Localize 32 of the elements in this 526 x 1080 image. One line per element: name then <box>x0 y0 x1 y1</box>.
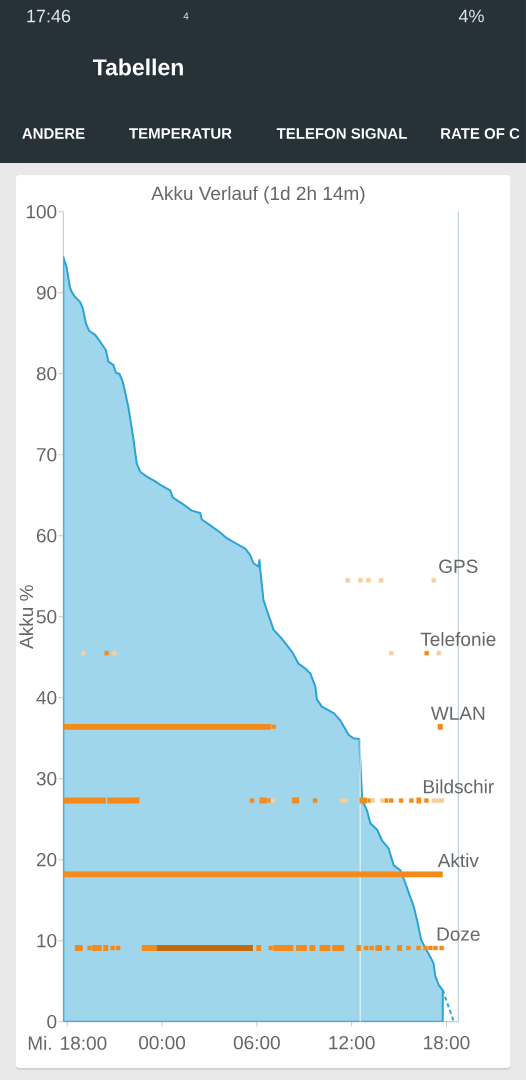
x-tick-label: 18:00 <box>424 1035 470 1050</box>
chart-title: Akku Verlauf (1d 2h 14m) <box>151 186 365 204</box>
x-tick-label: 06:00 <box>233 1035 280 1050</box>
x-tick-label: 12:00 <box>329 1035 375 1050</box>
text: RATE OF C <box>441 128 520 139</box>
text: 4% <box>458 9 484 23</box>
y-tick-label: 100 <box>26 204 57 219</box>
text: TEMPERATUR <box>129 128 232 139</box>
annotation: Doze <box>437 927 480 941</box>
y-tick-label: 50 <box>36 609 57 624</box>
y-tick-label: 0 <box>47 1014 57 1029</box>
annotation: Bildschir <box>423 779 494 794</box>
text: Tabellen <box>92 58 183 76</box>
annotation: Telefonie <box>420 632 496 647</box>
y-tick-label: 70 <box>36 447 57 462</box>
y-tick-label: 80 <box>36 366 57 381</box>
annotation: Aktiv <box>437 853 479 868</box>
text: 17:46 <box>27 9 71 23</box>
y-tick-label: 60 <box>36 528 57 543</box>
y-tick-label: 90 <box>36 285 57 300</box>
text: ANDERE <box>22 128 85 139</box>
text: 4 <box>183 12 189 20</box>
text: TELEFON SIGNAL <box>276 128 407 139</box>
x-tick-label: Mi. 18:00 <box>28 1035 107 1050</box>
y-tick-label: 10 <box>37 933 57 948</box>
y-tick-label: 30 <box>36 771 57 786</box>
x-tick-label: 00:00 <box>139 1035 186 1050</box>
y-tick-label: 40 <box>36 690 57 705</box>
y-axis-title: Akku % <box>19 585 34 649</box>
annotation: GPS <box>439 559 478 574</box>
annotation: WLAN <box>430 706 485 720</box>
y-tick-label: 20 <box>36 852 57 867</box>
